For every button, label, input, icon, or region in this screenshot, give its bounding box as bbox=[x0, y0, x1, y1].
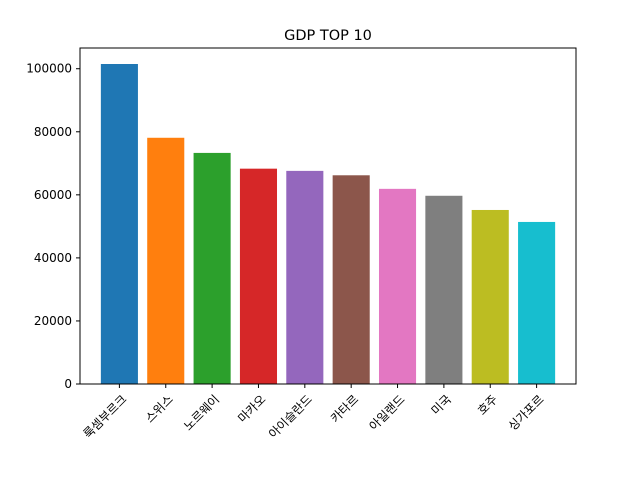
bars-group bbox=[100, 64, 556, 384]
y-tick-label: 40000 bbox=[34, 251, 72, 265]
y-tick-label: 0 bbox=[64, 377, 72, 391]
y-axis-ticks: 0 20000 40000 60000 80000 100000 bbox=[26, 62, 80, 391]
y-tick-label: 80000 bbox=[34, 125, 72, 139]
bar-9 bbox=[471, 209, 509, 384]
bar-2 bbox=[147, 137, 185, 384]
bar-8 bbox=[425, 195, 463, 384]
bar-6 bbox=[332, 175, 370, 384]
bar-10 bbox=[518, 221, 556, 384]
bar-7 bbox=[378, 188, 417, 384]
bar-1 bbox=[100, 64, 138, 384]
plot-frame bbox=[79, 47, 577, 385]
y-tick-label: 60000 bbox=[34, 188, 72, 202]
y-tick-label: 20000 bbox=[34, 314, 72, 328]
chart-title: GDP TOP 10 bbox=[284, 28, 372, 44]
bar-5 bbox=[286, 170, 324, 384]
bar-3 bbox=[193, 152, 231, 384]
bar-4 bbox=[239, 168, 278, 384]
y-tick-label: 100000 bbox=[26, 62, 72, 76]
